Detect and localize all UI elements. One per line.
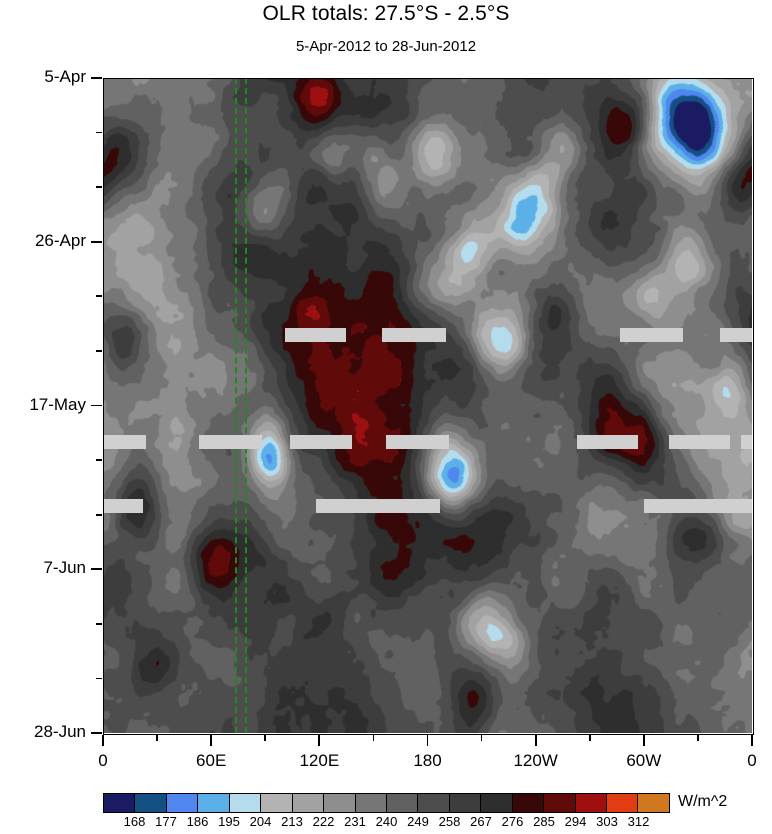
masked-data-bar bbox=[103, 499, 143, 514]
masked-data-bar bbox=[669, 435, 731, 450]
colorbar-tick-label: 222 bbox=[312, 814, 335, 829]
masked-data-bar bbox=[315, 499, 441, 514]
colorbar-tick-label: 294 bbox=[564, 814, 587, 829]
x-axis-tick-minor bbox=[697, 734, 699, 741]
colorbar-tick-label: 177 bbox=[155, 814, 177, 829]
x-axis-label: 120E bbox=[299, 751, 340, 770]
y-axis-label: 5-Apr bbox=[44, 67, 86, 86]
y-axis-tick-minor bbox=[95, 350, 102, 352]
x-axis-tick-major bbox=[751, 734, 753, 746]
colorbar-cell-16[interactable] bbox=[607, 794, 639, 812]
x-axis-tick-major bbox=[102, 734, 104, 746]
olr-heatmap-canvas bbox=[103, 78, 752, 733]
y-axis-tick-minor bbox=[95, 186, 102, 188]
colorbar-tick-label: 303 bbox=[596, 814, 618, 829]
colorbar-tick-label: 186 bbox=[186, 814, 209, 829]
masked-data-bar bbox=[198, 435, 262, 450]
colorbar-cell-6[interactable] bbox=[292, 794, 325, 812]
x-axis-label: 180 bbox=[413, 751, 442, 770]
masked-data-bar bbox=[719, 328, 752, 342]
x-axis-tick-minor bbox=[156, 734, 158, 741]
y-axis-label: 28-Jun bbox=[34, 722, 86, 741]
y-axis-tick-major bbox=[90, 404, 102, 407]
colorbar-tick-label: 231 bbox=[344, 814, 366, 829]
x-axis-label: 60E bbox=[196, 751, 227, 770]
y-axis-tick-minor bbox=[95, 131, 102, 134]
masked-data-bar bbox=[285, 328, 347, 342]
colorbar-tick-label: 204 bbox=[249, 814, 272, 829]
masked-data-bar bbox=[577, 435, 639, 450]
masked-data-bar bbox=[103, 435, 147, 450]
y-axis-tick-major bbox=[90, 732, 102, 734]
colorbar-tick-label: 213 bbox=[281, 814, 303, 829]
x-axis-tick-major bbox=[534, 734, 537, 746]
x-axis-tick-minor bbox=[372, 734, 375, 741]
colorbar-cell-8[interactable] bbox=[355, 794, 387, 812]
colorbar-cell-12[interactable] bbox=[481, 794, 513, 812]
reference-meridian-1 bbox=[245, 78, 248, 733]
x-axis-tick-minor bbox=[588, 734, 591, 741]
colorbar-tick-label: 285 bbox=[533, 814, 555, 829]
colorbar-cell-4[interactable] bbox=[229, 794, 262, 812]
x-axis-tick-major bbox=[642, 734, 645, 746]
colorbar-tick-label: 195 bbox=[218, 814, 240, 829]
page-title: OLR totals: 27.5°S - 2.5°S bbox=[262, 2, 510, 25]
plot-area bbox=[103, 78, 752, 733]
masked-data-bar bbox=[643, 499, 752, 514]
y-axis-label: 26-Apr bbox=[34, 230, 86, 250]
masked-data-bar bbox=[382, 328, 446, 342]
page-subtitle: 5-Apr-2012 to 28-Jun-2012 bbox=[295, 38, 477, 55]
colorbar-cell-2[interactable] bbox=[166, 794, 199, 812]
masked-data-bar bbox=[620, 328, 684, 342]
colorbar-cell-14[interactable] bbox=[544, 794, 576, 812]
reference-meridian-0 bbox=[234, 78, 237, 733]
x-axis-label: 60W bbox=[626, 751, 662, 770]
masked-data-bar bbox=[741, 435, 752, 450]
y-axis-tick-major bbox=[90, 77, 102, 79]
colorbar-tick-label: 267 bbox=[470, 814, 492, 829]
x-axis-tick-major bbox=[318, 734, 321, 746]
colorbar-cell-5[interactable] bbox=[261, 794, 293, 812]
y-axis-tick-minor bbox=[95, 622, 102, 625]
colorbar-cell-1[interactable] bbox=[135, 794, 167, 812]
colorbar-tick-label: 249 bbox=[407, 814, 429, 829]
colorbar-cell-17[interactable] bbox=[638, 794, 669, 812]
masked-data-bar bbox=[290, 435, 352, 450]
y-axis-tick-minor bbox=[95, 459, 102, 461]
colorbar-cell-0[interactable] bbox=[104, 794, 136, 812]
colorbar-cell-10[interactable] bbox=[418, 794, 450, 812]
colorbar-tick-label: 258 bbox=[438, 814, 461, 829]
colorbar-tick-label: 312 bbox=[627, 814, 650, 829]
x-axis-tick-minor bbox=[480, 734, 483, 741]
colorbar-cell-11[interactable] bbox=[449, 794, 482, 812]
x-axis-tick-major bbox=[210, 734, 212, 746]
colorbar-tick-label: 168 bbox=[123, 814, 146, 829]
y-axis-tick-major bbox=[90, 568, 102, 571]
colorbar-cell-15[interactable] bbox=[575, 794, 607, 812]
x-axis-label: 120W bbox=[513, 751, 558, 770]
masked-data-bar bbox=[386, 435, 450, 450]
colorbar-cell-13[interactable] bbox=[512, 794, 545, 812]
x-axis-tick-major bbox=[426, 734, 429, 746]
colorbar-cell-7[interactable] bbox=[324, 794, 356, 812]
colorbar-tick-label: 240 bbox=[375, 814, 398, 829]
colorbar-cell-3[interactable] bbox=[198, 794, 230, 812]
y-axis-tick-major bbox=[90, 240, 102, 243]
colorbar-unit-label: W/m^2 bbox=[678, 793, 728, 810]
x-axis-label: 0 bbox=[98, 751, 108, 770]
colorbar-tick-label: 276 bbox=[501, 814, 524, 829]
x-axis-label: 0 bbox=[747, 751, 757, 770]
colorbar-ticks: 168 177 186 195 204 213 222 231 240 249 258 267 276 2… bbox=[103, 814, 670, 832]
x-axis-tick-minor bbox=[264, 734, 267, 741]
y-axis-label: 7-Jun bbox=[43, 558, 86, 578]
y-axis-tick-minor bbox=[95, 513, 102, 516]
y-axis-label: 17-May bbox=[29, 394, 86, 414]
y-axis-tick-minor bbox=[95, 295, 102, 298]
y-axis-tick-minor bbox=[95, 677, 102, 680]
colorbar-cell-9[interactable] bbox=[386, 794, 419, 812]
colorbar[interactable] bbox=[103, 793, 670, 813]
